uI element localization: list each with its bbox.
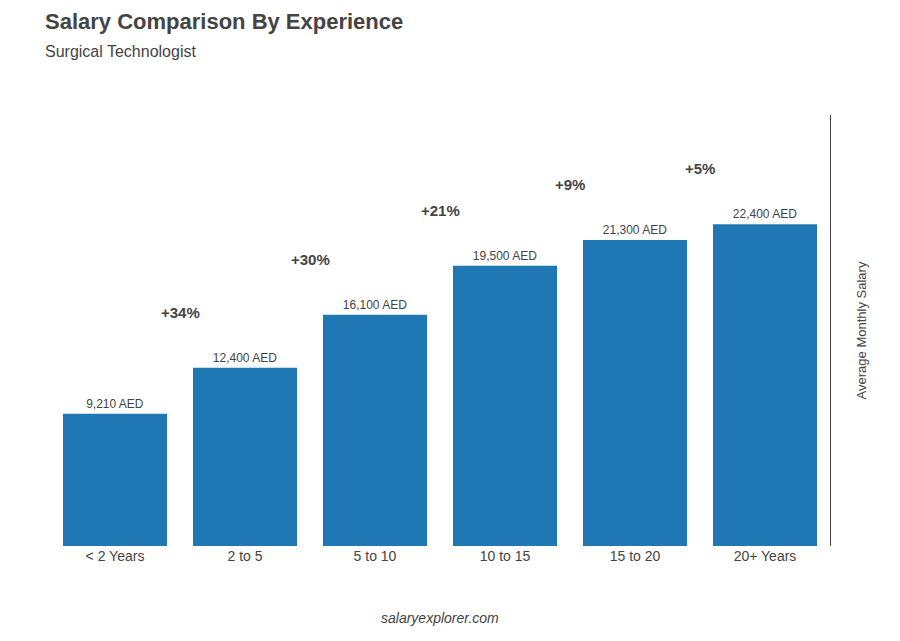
svg-text:10 to 15: 10 to 15	[480, 548, 531, 564]
svg-text:salaryexplorer.com: salaryexplorer.com	[381, 610, 499, 626]
svg-text:5 to 10: 5 to 10	[354, 548, 397, 564]
svg-text:+30%: +30%	[291, 251, 330, 268]
svg-text:12,400 AED: 12,400 AED	[213, 351, 277, 365]
svg-text:16,100 AED: 16,100 AED	[343, 298, 407, 312]
svg-text:22,400 AED: 22,400 AED	[733, 207, 797, 221]
svg-text:+5%: +5%	[685, 160, 715, 177]
svg-text:21,300 AED: 21,300 AED	[603, 223, 667, 237]
svg-text:Average Monthly Salary: Average Monthly Salary	[854, 261, 869, 399]
svg-text:+21%: +21%	[421, 202, 460, 219]
svg-text:+34%: +34%	[161, 304, 200, 321]
svg-text:20+ Years: 20+ Years	[734, 548, 797, 564]
svg-text:+9%: +9%	[555, 176, 585, 193]
svg-text:< 2 Years: < 2 Years	[86, 548, 145, 564]
svg-text:9,210 AED: 9,210 AED	[86, 397, 144, 411]
svg-text:19,500 AED: 19,500 AED	[473, 249, 537, 263]
svg-text:Salary Comparison By Experienc: Salary Comparison By ExperienceSurgical …	[45, 9, 403, 61]
svg-text:2 to 5: 2 to 5	[227, 548, 262, 564]
svg-text:15 to 20: 15 to 20	[610, 548, 661, 564]
